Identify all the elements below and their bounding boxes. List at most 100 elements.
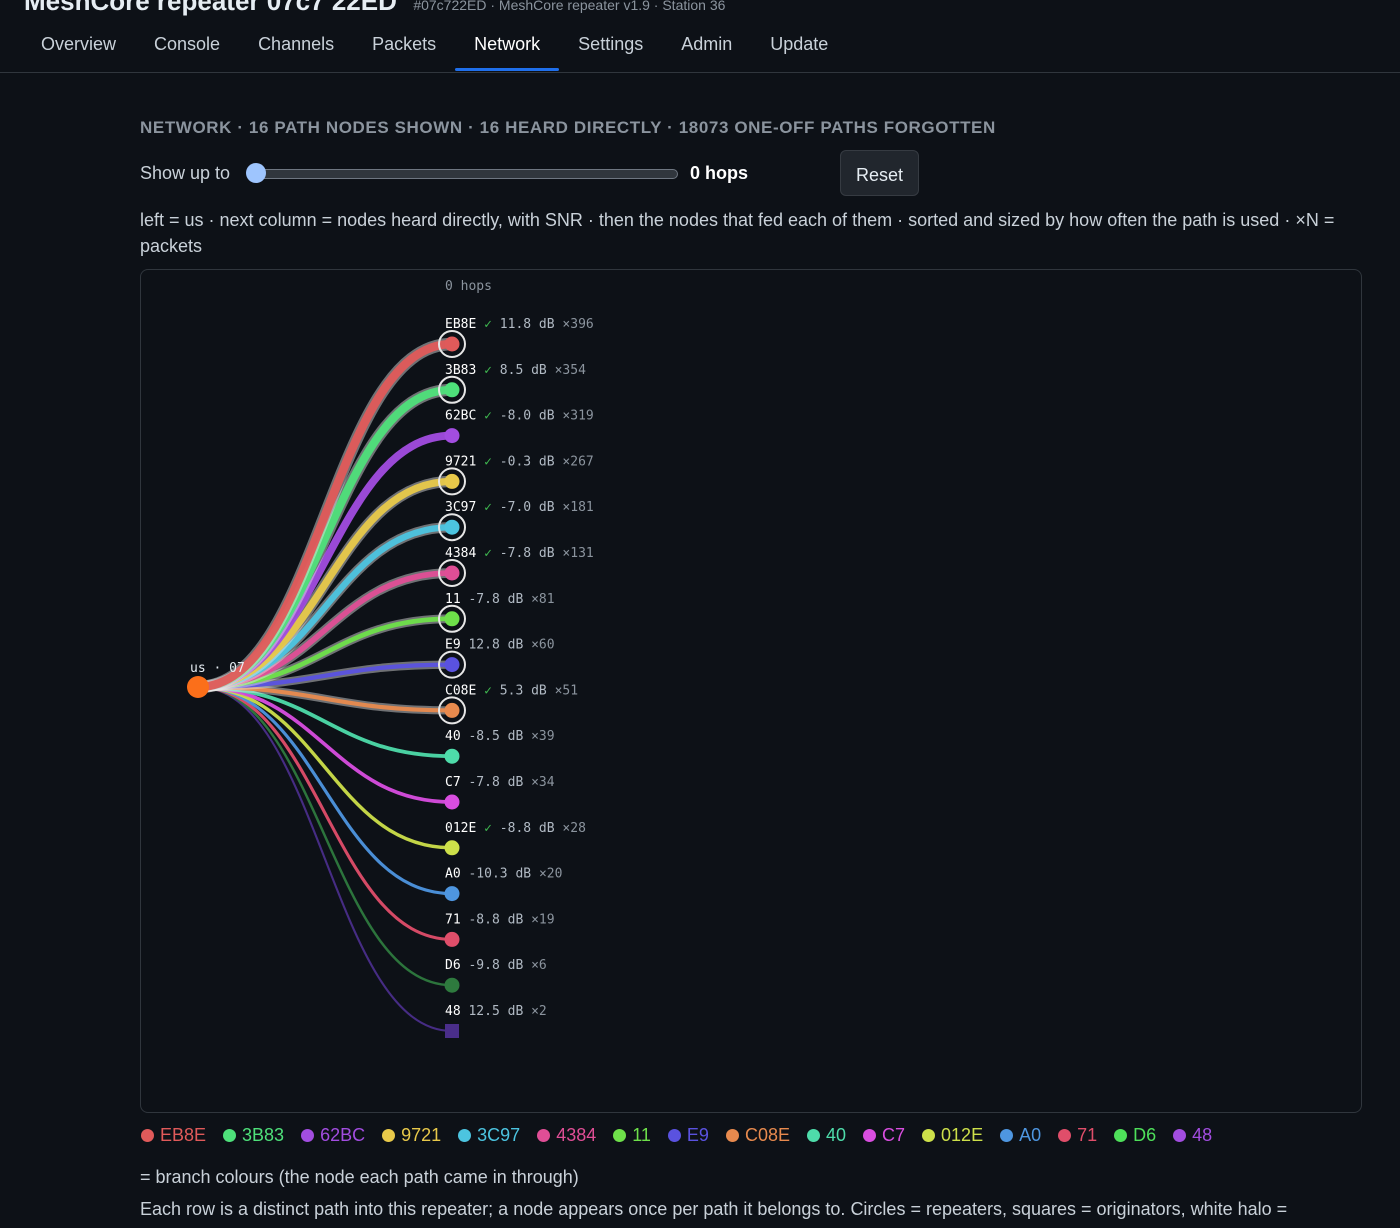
show-up-to-label: Show up to	[140, 163, 231, 183]
edge-71	[196, 685, 454, 941]
node-snr: 5.3 dB	[500, 683, 555, 698]
node-count: ×34	[531, 775, 555, 790]
legend-dot	[382, 1129, 396, 1142]
node-label-E9: E9 12.8 dB ×60	[445, 638, 555, 653]
hops-value: 0 hops	[690, 163, 749, 183]
node-snr: -8.5 dB	[468, 729, 531, 744]
direct-check: ✓	[484, 363, 500, 378]
column-header-label: 0 hops	[445, 279, 492, 294]
root-node	[187, 676, 209, 698]
tab-channels[interactable]: Channels	[258, 34, 335, 54]
node-count: ×267	[562, 454, 593, 469]
node-snr: -7.8 dB	[468, 592, 531, 607]
node-snr: -9.8 dB	[468, 958, 531, 973]
reset-button[interactable]: Reset	[840, 150, 919, 196]
edge-40	[196, 685, 454, 759]
node-label-3C97: 3C97 ✓ -7.0 dB ×181	[445, 500, 594, 515]
node-count: ×20	[539, 867, 562, 882]
legend-label: 62BC	[320, 1125, 366, 1145]
graph-description: left = us · next column = nodes heard di…	[140, 210, 1335, 256]
node-4384	[444, 565, 460, 581]
legend-label: A0	[1019, 1125, 1042, 1145]
legend-label: 3C97	[477, 1125, 521, 1145]
node-layer	[187, 330, 466, 1038]
node-halo-3C97	[438, 513, 466, 542]
node-count: ×60	[531, 638, 554, 653]
node-id: 62BC	[445, 409, 484, 424]
node-halo-9721	[438, 467, 466, 496]
legend-item: 012E	[922, 1125, 983, 1146]
node-id: E9	[445, 638, 468, 653]
node-A0	[444, 886, 460, 902]
legend-item: 40	[806, 1125, 846, 1146]
node-label-9721: 9721 ✓ -0.3 dB ×267	[445, 454, 594, 469]
tab-admin[interactable]: Admin	[681, 34, 733, 54]
node-label-C08E: C08E ✓ 5.3 dB ×51	[445, 683, 578, 698]
edge-layer	[191, 337, 459, 1033]
node-id: 40	[445, 729, 468, 744]
legend-dot	[223, 1129, 237, 1142]
legend-label: 11	[632, 1125, 651, 1145]
node-9721	[444, 473, 460, 489]
tab-packets[interactable]: Packets	[372, 34, 437, 54]
legend-item: 48	[1173, 1125, 1212, 1146]
legend-label: 012E	[941, 1125, 984, 1145]
node-count: ×131	[562, 546, 593, 561]
node-C08E	[444, 702, 460, 718]
legend-label: 71	[1077, 1125, 1098, 1145]
node-count: ×39	[531, 729, 554, 744]
tab-overview[interactable]: Overview	[41, 34, 117, 54]
title-row: MeshCore repeater 07c7 22ED #07c722ED · …	[24, 0, 726, 16]
legend-dot	[1000, 1129, 1014, 1142]
legend-label: C7	[882, 1125, 906, 1145]
node-label-4384: 4384 ✓ -7.8 dB ×131	[445, 546, 594, 561]
legend-dot	[1114, 1129, 1128, 1142]
node-snr: -0.3 dB	[500, 454, 563, 469]
legend-item: C7	[863, 1125, 905, 1146]
app-subtitle: #07c722ED · MeshCore repeater v1.9 · Sta…	[413, 0, 726, 13]
legend-item: 62BC	[301, 1125, 365, 1146]
legend-dot	[1173, 1129, 1187, 1142]
legend-dot	[725, 1129, 739, 1142]
hops-slider-track[interactable]	[256, 169, 678, 179]
node-label-A0: A0 -10.3 dB ×20	[445, 867, 562, 882]
legend-label: 4384	[556, 1125, 597, 1145]
node-id: A0	[445, 867, 468, 882]
direct-check: ✓	[484, 317, 500, 332]
legend-label: 48	[1192, 1125, 1213, 1145]
node-halo-EB8E	[438, 330, 466, 358]
node-EB8E	[444, 336, 460, 352]
node-snr: -7.8 dB	[468, 775, 531, 790]
node-count: ×28	[562, 821, 585, 836]
node-3B83	[444, 382, 460, 398]
node-label-EB8E: EB8E ✓ 11.8 dB ×396	[445, 317, 594, 332]
tab-settings[interactable]: Settings	[578, 34, 644, 54]
node-label-11: 11 -7.8 dB ×81	[445, 592, 555, 607]
node-count: ×6	[531, 958, 547, 973]
legend-dot	[806, 1129, 820, 1142]
node-label-012E: 012E ✓ -8.8 dB ×28	[445, 821, 586, 836]
tab-update[interactable]: Update	[770, 34, 829, 54]
node-count: ×354	[555, 363, 586, 378]
tab-network[interactable]: Network	[455, 22, 560, 71]
node-snr: -7.8 dB	[500, 546, 563, 561]
legend-item: 3C97	[458, 1125, 520, 1146]
node-11	[444, 611, 460, 627]
node-id: C08E	[445, 683, 484, 698]
tab-console[interactable]: Console	[154, 34, 221, 54]
node-halo-E9	[438, 650, 466, 679]
direct-check: ✓	[484, 500, 500, 515]
node-3C97	[444, 519, 460, 535]
node-62BC	[444, 428, 460, 444]
legend-label: EB8E	[160, 1125, 207, 1145]
network-graph: 0 hops us · 07 EB8E ✓ 11.8 dB ×396 3B83 ✓ 8…	[140, 269, 1362, 1113]
edge-D6	[196, 685, 454, 987]
root-label: us · 07	[190, 661, 245, 676]
app-title: MeshCore repeater 07c7 22ED	[24, 0, 397, 16]
legend-dot	[537, 1129, 551, 1142]
node-halo-11	[438, 604, 466, 633]
hops-slider-thumb[interactable]	[246, 163, 266, 183]
legend-dot	[613, 1129, 627, 1142]
node-id: 3B83	[445, 363, 484, 378]
node-label-C7: C7 -7.8 dB ×34	[445, 775, 555, 790]
